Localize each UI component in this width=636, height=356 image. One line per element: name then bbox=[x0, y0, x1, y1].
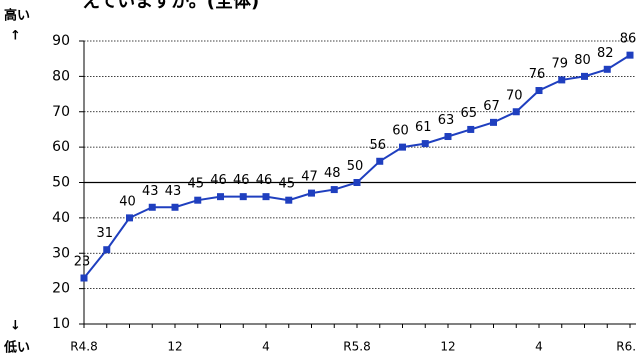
data-label: 76 bbox=[529, 67, 546, 82]
point-marker bbox=[262, 193, 270, 201]
data-label: 50 bbox=[347, 159, 364, 174]
y-tick-label: 20 bbox=[52, 281, 70, 297]
point-marker bbox=[399, 143, 406, 151]
x-tick-label: 4 bbox=[535, 340, 543, 354]
y-tick-label: 80 bbox=[52, 68, 70, 84]
x-tick-label: R5.8 bbox=[343, 340, 370, 354]
data-label: 46 bbox=[256, 173, 273, 188]
y-top-label: 高い bbox=[4, 8, 30, 24]
point-marker bbox=[217, 193, 224, 201]
x-tick-label: R4.8 bbox=[70, 340, 97, 354]
point-marker bbox=[376, 157, 384, 165]
point-marker bbox=[467, 125, 475, 133]
y-tick-label: 90 bbox=[52, 33, 70, 49]
data-label: 79 bbox=[551, 56, 568, 71]
y-bottom-arrow: ↓ bbox=[10, 319, 21, 334]
point-marker bbox=[512, 108, 520, 116]
y-bottom-label: 低い bbox=[3, 340, 30, 356]
point-marker bbox=[171, 203, 179, 211]
data-label: 86 bbox=[620, 32, 636, 47]
data-label: 46 bbox=[210, 173, 227, 188]
point-marker bbox=[490, 118, 497, 126]
data-label: 56 bbox=[369, 138, 386, 153]
x-tick-label: R6.8 bbox=[616, 340, 636, 354]
data-label: 80 bbox=[574, 53, 591, 68]
point-marker bbox=[126, 214, 133, 222]
point-marker bbox=[444, 133, 452, 141]
data-label: 45 bbox=[278, 177, 295, 192]
point-marker bbox=[603, 65, 611, 73]
data-label: 70 bbox=[506, 88, 523, 103]
y-tick-label: 30 bbox=[52, 245, 70, 261]
data-label: 43 bbox=[142, 184, 159, 199]
data-label: 45 bbox=[187, 177, 204, 192]
data-label: 48 bbox=[324, 166, 341, 181]
data-label: 65 bbox=[460, 106, 477, 121]
point-marker bbox=[308, 189, 315, 197]
point-marker bbox=[558, 76, 566, 84]
data-label: 43 bbox=[165, 184, 182, 199]
y-top-arrow: ↑ bbox=[10, 29, 21, 44]
y-tick-label: 40 bbox=[52, 210, 70, 226]
point-marker bbox=[239, 193, 247, 201]
data-label: 31 bbox=[96, 226, 113, 241]
point-marker bbox=[421, 140, 429, 148]
x-tick-label: 4 bbox=[262, 340, 270, 354]
point-marker bbox=[581, 72, 588, 80]
point-marker bbox=[103, 246, 111, 254]
data-label: 60 bbox=[392, 124, 409, 139]
y-tick-label: 10 bbox=[52, 316, 70, 332]
data-label: 46 bbox=[233, 173, 250, 188]
x-tick-label: 12 bbox=[440, 340, 455, 354]
data-label: 23 bbox=[74, 255, 91, 270]
data-label: 82 bbox=[597, 46, 614, 61]
chart-title: えていますか。(全体) bbox=[82, 0, 259, 12]
point-marker bbox=[285, 196, 293, 204]
point-marker bbox=[353, 179, 361, 186]
data-label: 63 bbox=[438, 113, 455, 128]
x-tick-label: 12 bbox=[167, 340, 182, 354]
point-marker bbox=[80, 274, 88, 282]
point-marker bbox=[626, 51, 634, 59]
data-label: 61 bbox=[415, 120, 432, 135]
data-label: 67 bbox=[483, 99, 500, 114]
data-label: 40 bbox=[119, 194, 136, 209]
y-tick-label: 50 bbox=[52, 175, 70, 191]
point-marker bbox=[535, 87, 543, 95]
y-tick-label: 70 bbox=[52, 104, 70, 120]
y-tick-label: 60 bbox=[52, 139, 70, 155]
point-marker bbox=[148, 203, 156, 211]
point-marker bbox=[194, 196, 202, 204]
point-marker bbox=[330, 186, 338, 194]
data-label: 47 bbox=[301, 170, 318, 185]
